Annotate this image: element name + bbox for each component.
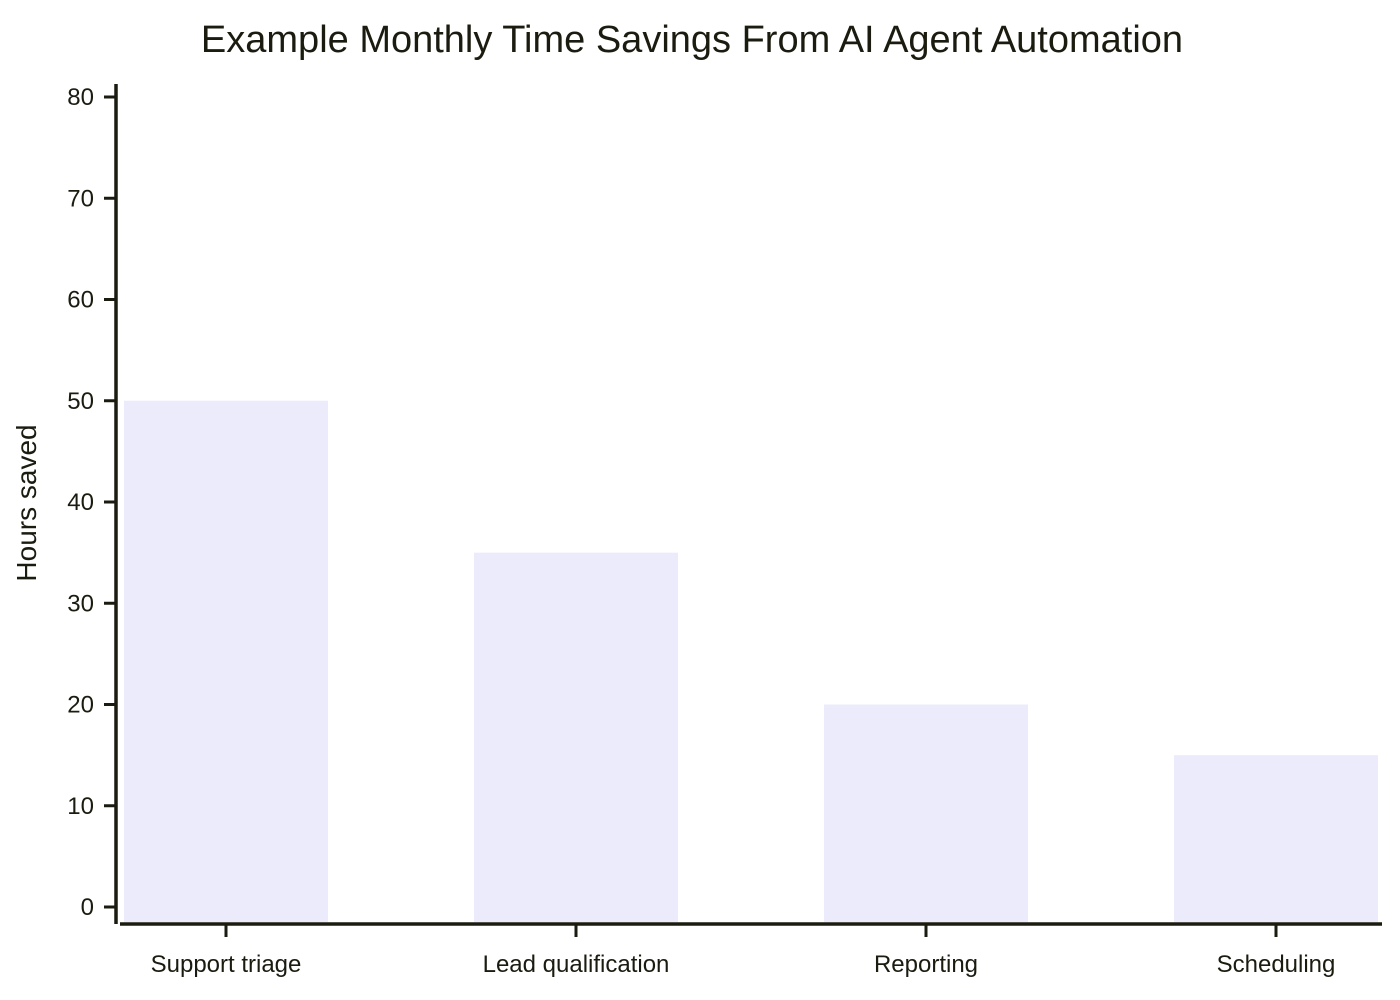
y-tick-label: 50	[67, 388, 94, 415]
y-tick-label: 30	[67, 590, 94, 617]
bar-support-triage	[124, 400, 328, 922]
bar-scheduling	[1174, 755, 1378, 922]
x-tick-label: Lead qualification	[483, 951, 670, 978]
x-tick-label: Reporting	[874, 951, 978, 978]
y-tick-label: 60	[67, 287, 94, 314]
chart-title: Example Monthly Time Savings From AI Age…	[201, 19, 1183, 61]
y-tick-label: 40	[67, 489, 94, 516]
bar-reporting	[824, 704, 1028, 922]
y-tick-label: 70	[67, 185, 94, 212]
y-axis-label: Hours saved	[11, 424, 42, 581]
y-tick-label: 10	[67, 793, 94, 820]
x-ticks-group: Support triage Lead qualification Reportin…	[151, 924, 1336, 978]
y-tick-label: 0	[81, 894, 94, 921]
bar-lead-qualification	[474, 552, 678, 922]
bars-group	[124, 400, 1378, 922]
x-tick-label: Scheduling	[1217, 951, 1336, 978]
x-tick-label: Support triage	[151, 951, 302, 978]
y-tick-label: 20	[67, 692, 94, 719]
y-ticks-group: 0 10 20 30 40 50 60 70 80	[67, 84, 116, 921]
y-tick-label: 80	[67, 84, 94, 111]
